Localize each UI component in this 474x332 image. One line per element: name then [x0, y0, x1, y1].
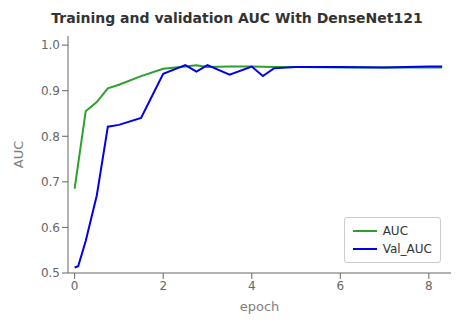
- svg-text:0.7: 0.7: [41, 175, 60, 189]
- svg-text:0.6: 0.6: [41, 221, 60, 235]
- svg-text:6: 6: [336, 279, 344, 293]
- svg-text:0.9: 0.9: [41, 84, 60, 98]
- svg-text:0.5: 0.5: [41, 266, 60, 280]
- svg-text:8: 8: [425, 279, 433, 293]
- html-text:Val_AUC: Val_AUC: [382, 242, 432, 256]
- svg-text:0: 0: [71, 279, 79, 293]
- svg-text:2: 2: [159, 279, 167, 293]
- svg-text:AUC: AUC: [11, 141, 26, 169]
- html-text:Training and validation AUC Wi: Training and validation AUC With DenseNe…: [51, 10, 423, 26]
- svg-text:4: 4: [248, 279, 256, 293]
- svg-text:0.8: 0.8: [41, 130, 60, 144]
- html-text:AUC: AUC: [382, 224, 408, 238]
- svg-text:1.0: 1.0: [41, 38, 60, 52]
- svg-text:epoch: epoch: [240, 299, 280, 314]
